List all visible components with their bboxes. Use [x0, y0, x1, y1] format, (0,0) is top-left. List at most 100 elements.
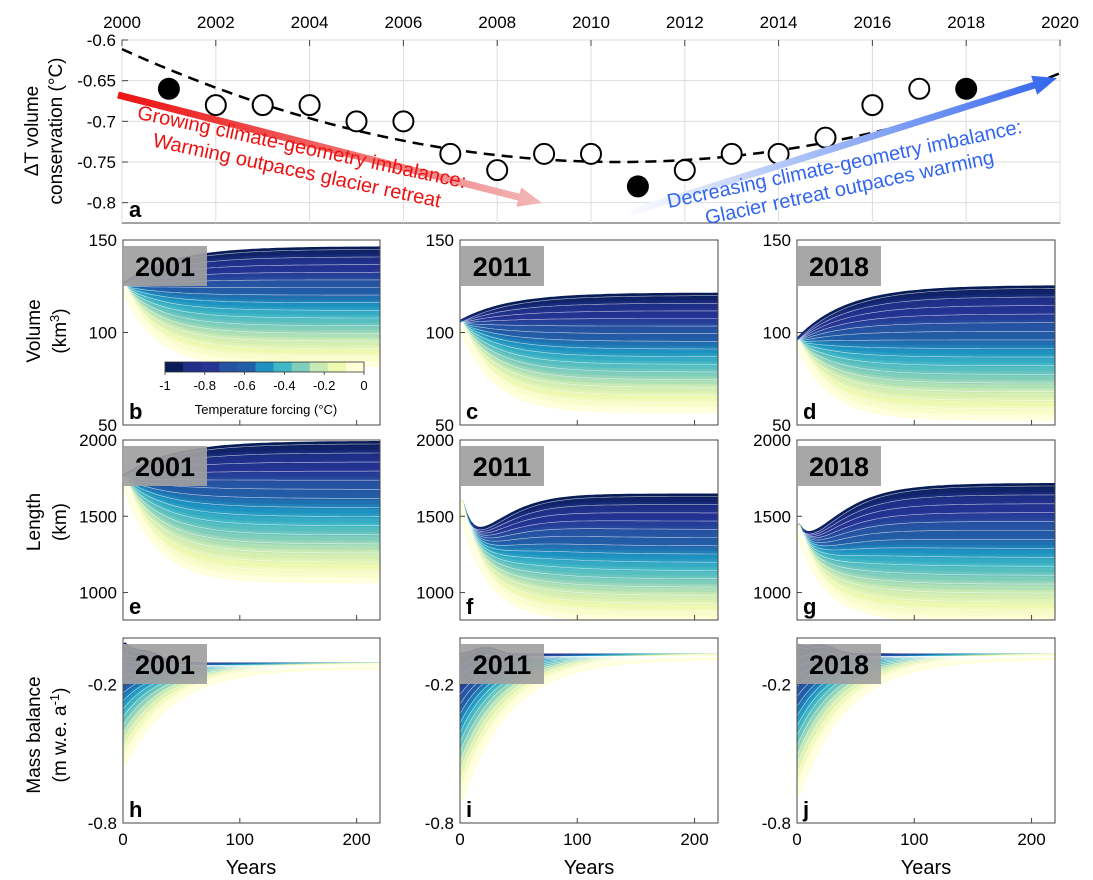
- xlabel-col2: Years: [564, 857, 614, 879]
- series-edge: [460, 295, 718, 324]
- series-edge: [460, 500, 718, 555]
- right-arrow-shape: [623, 75, 1057, 218]
- series-edge: [460, 323, 718, 342]
- right-arrow: [623, 75, 1057, 218]
- xlabel-col1: Years: [226, 857, 276, 879]
- series-edge: [460, 500, 718, 547]
- colorbar-cell: [345, 362, 365, 372]
- colorbar-tick-label: -0.4: [273, 378, 295, 393]
- series-edge: [460, 323, 718, 403]
- colorbar-cell: [219, 362, 238, 372]
- x-tick-label: 2012: [666, 13, 704, 32]
- series-edge: [460, 500, 718, 539]
- year-badge: [123, 446, 207, 486]
- x-tick-label: 100: [226, 830, 254, 849]
- open-point: [720, 142, 743, 165]
- series-edge: [797, 341, 1055, 349]
- mass-ylabel-line1: Mass balance: [24, 676, 45, 793]
- year-label: 2011: [473, 252, 532, 282]
- y-tick-label: 100: [89, 324, 117, 343]
- series-edge: [123, 286, 380, 311]
- panel-letter: d: [803, 399, 816, 424]
- colorbar-tick-label: 0: [360, 378, 367, 393]
- panel-d: 50 100 150 2018 d: [763, 231, 1056, 435]
- year-badge: [797, 644, 881, 684]
- series-edge: [797, 656, 1055, 786]
- y-tick-label: 150: [426, 231, 454, 250]
- panel-a-letter: a: [129, 197, 142, 222]
- panel-i-frame: [459, 637, 719, 824]
- open-point: [345, 110, 368, 133]
- colorbar-label: Temperature forcing (°C): [195, 402, 337, 417]
- series-edge: [797, 341, 1055, 392]
- left-arrow: [117, 91, 542, 207]
- series-edge: [460, 657, 718, 801]
- series-edge: [797, 525, 1055, 543]
- series-edge: [123, 286, 380, 303]
- panel-letter: e: [129, 594, 141, 619]
- year-label: 2001: [135, 252, 195, 282]
- x-tick-label: 2010: [572, 13, 610, 32]
- year-badge: [460, 446, 544, 486]
- series-edge: [123, 477, 380, 517]
- x-tick-label: 2018: [947, 13, 985, 32]
- series-edge: [460, 323, 718, 396]
- panel-g: 1000 1500 2000 2018 g: [753, 431, 1056, 621]
- y-tick-label: 2000: [753, 431, 791, 450]
- series-edge: [797, 521, 1055, 541]
- open-point: [204, 94, 227, 117]
- panel-j: -0.2 -0.80 100 200 2018 j: [762, 637, 1056, 849]
- panel-f: 1000 1500 2000 2011 f: [416, 431, 719, 621]
- y-tick-label: -0.7: [87, 112, 116, 131]
- x-tick-label: 200: [680, 830, 708, 849]
- series-edge: [123, 286, 380, 349]
- y-tick-label: 2000: [416, 431, 454, 450]
- panel-a-points: [157, 77, 978, 198]
- series-edge: [460, 500, 718, 579]
- series-edge: [797, 341, 1055, 418]
- x-tick-label: 2000: [103, 13, 141, 32]
- x-tick-label: 0: [455, 830, 464, 849]
- series-edge: [460, 323, 718, 365]
- open-point: [580, 142, 602, 165]
- y-tick-label: -0.8: [762, 814, 791, 833]
- series-edge: [460, 500, 718, 542]
- y-tick-label: -0.8: [425, 814, 454, 833]
- open-point: [439, 142, 462, 165]
- colorbar-tick-label: -0.2: [313, 378, 335, 393]
- series-edge: [460, 323, 718, 373]
- panel-letter: i: [466, 797, 472, 822]
- y-tick-label: 100: [763, 324, 791, 343]
- series-edge: [123, 477, 380, 563]
- panel-e-frame: [122, 439, 381, 621]
- series-edge: [797, 525, 1055, 603]
- colorbar-frame: [164, 361, 365, 373]
- series-edge: [797, 525, 1055, 558]
- colorbar-cell: [273, 362, 293, 372]
- series-edge: [797, 341, 1055, 384]
- series-edge: [797, 525, 1055, 551]
- series-edge: [797, 525, 1055, 585]
- y-tick-label: 50: [98, 416, 117, 435]
- series-edge: [797, 305, 1055, 343]
- series-edge: [123, 286, 380, 334]
- year-label: 2018: [809, 252, 869, 282]
- y-tick-label: -0.65: [77, 72, 116, 91]
- series-edge: [460, 302, 718, 324]
- panel-h-curves: [123, 642, 380, 767]
- row-label-length: Length (km): [24, 493, 71, 551]
- series-edge: [797, 512, 1055, 539]
- panel-b: 50 100 150 2001 b: [89, 231, 381, 435]
- panel-i: -0.2 -0.80 100 200 2011 i: [425, 637, 719, 849]
- series-edge: [797, 341, 1055, 358]
- series-edge: [797, 494, 1055, 536]
- panel-a-ylabel-line1: ΔT volume: [22, 86, 43, 176]
- x-tick-label: 100: [563, 830, 591, 849]
- colorbar-cell: [165, 362, 184, 372]
- y-tick-label: 1000: [416, 584, 454, 603]
- year-badge: [797, 446, 881, 486]
- panel-letter: h: [129, 797, 142, 822]
- colorbar-cell: [291, 362, 311, 372]
- series-edge: [460, 323, 718, 357]
